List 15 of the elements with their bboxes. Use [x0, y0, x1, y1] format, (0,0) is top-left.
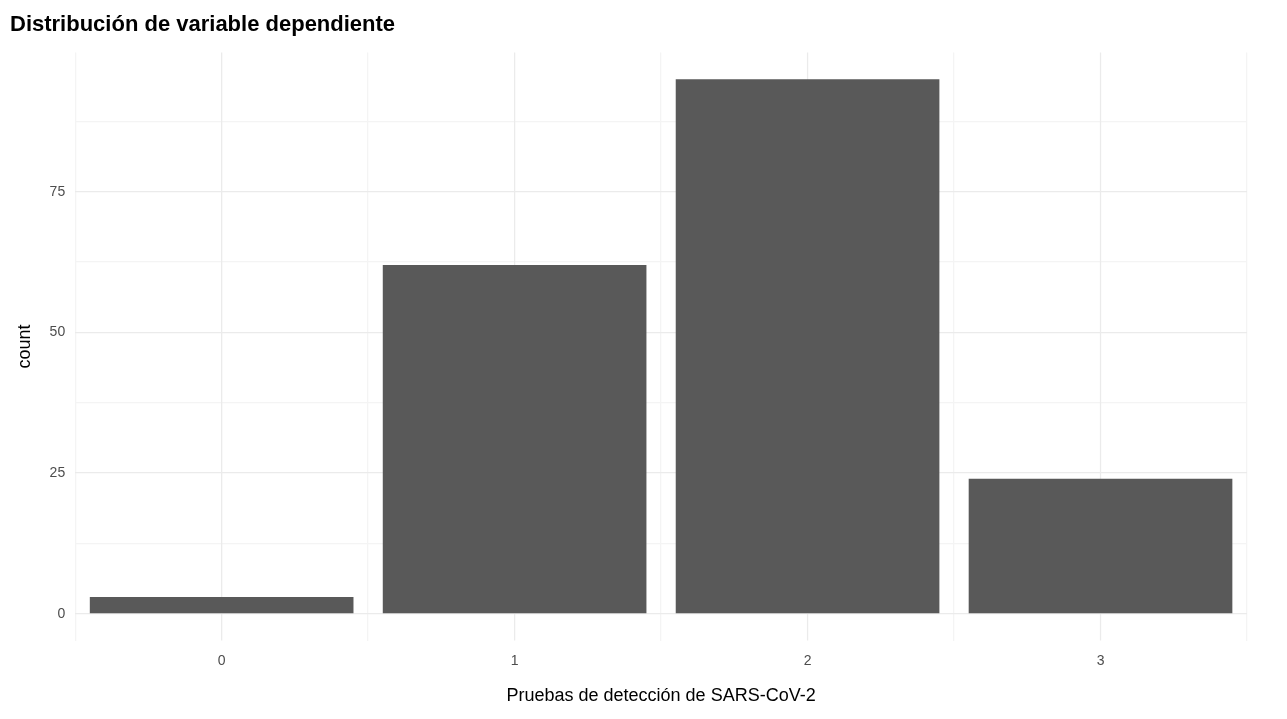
bar	[382, 264, 647, 614]
y-tick-label: 75	[49, 182, 66, 199]
x-tick-label: 2	[803, 651, 812, 668]
y-axis-title: count	[13, 324, 34, 369]
y-tick-label: 50	[49, 323, 66, 340]
chart-title: Distribución de variable dependiente	[10, 11, 396, 37]
y-tick-label: 0	[57, 604, 66, 621]
bar	[675, 79, 940, 614]
bar	[968, 478, 1233, 614]
x-tick-label: 3	[1096, 651, 1105, 668]
x-axis-title: Pruebas de detección de SARS-CoV-2	[506, 685, 816, 706]
bar	[89, 596, 354, 614]
y-tick-label: 25	[49, 464, 66, 481]
x-tick-label: 0	[217, 651, 226, 668]
x-tick-label: 1	[510, 651, 519, 668]
